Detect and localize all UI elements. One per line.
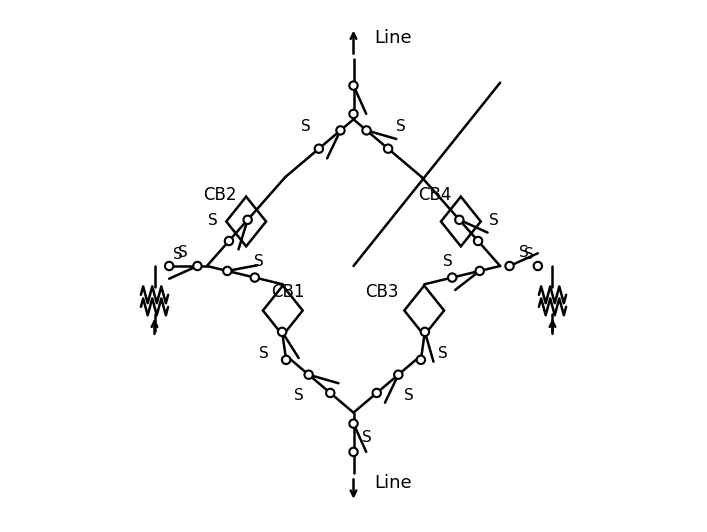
- Circle shape: [416, 356, 425, 364]
- Text: CB2: CB2: [203, 186, 237, 204]
- Circle shape: [315, 145, 323, 153]
- Circle shape: [394, 370, 402, 379]
- Text: S: S: [293, 388, 303, 403]
- Circle shape: [243, 215, 252, 224]
- Circle shape: [349, 419, 358, 428]
- Text: S: S: [301, 119, 311, 134]
- Text: S: S: [178, 245, 188, 260]
- Circle shape: [363, 126, 370, 135]
- Circle shape: [225, 237, 233, 245]
- Text: S: S: [519, 245, 529, 260]
- Text: S: S: [362, 430, 371, 445]
- Circle shape: [476, 267, 484, 275]
- Circle shape: [455, 215, 464, 224]
- Circle shape: [349, 81, 358, 90]
- Text: S: S: [173, 247, 183, 262]
- Text: CB3: CB3: [366, 283, 399, 301]
- Text: CB4: CB4: [418, 186, 451, 204]
- Text: S: S: [396, 119, 406, 134]
- Circle shape: [349, 110, 358, 118]
- Text: S: S: [489, 213, 498, 228]
- Circle shape: [193, 262, 201, 270]
- Circle shape: [337, 126, 344, 135]
- Circle shape: [349, 448, 358, 456]
- Text: Line: Line: [375, 475, 412, 492]
- Text: S: S: [443, 254, 452, 269]
- Text: Line: Line: [375, 29, 412, 47]
- Circle shape: [474, 237, 482, 245]
- Circle shape: [384, 145, 392, 153]
- Text: S: S: [255, 254, 264, 269]
- Circle shape: [534, 262, 542, 270]
- Circle shape: [448, 273, 457, 282]
- Circle shape: [282, 356, 291, 364]
- Circle shape: [165, 262, 173, 270]
- Text: S: S: [524, 247, 534, 262]
- Circle shape: [223, 267, 231, 275]
- Circle shape: [305, 370, 313, 379]
- Circle shape: [506, 262, 514, 270]
- Text: S: S: [209, 213, 218, 228]
- Circle shape: [373, 389, 381, 397]
- Circle shape: [278, 328, 286, 336]
- Circle shape: [250, 273, 259, 282]
- Circle shape: [326, 389, 334, 397]
- Circle shape: [421, 328, 429, 336]
- Text: S: S: [404, 388, 414, 403]
- Text: S: S: [259, 346, 269, 361]
- Text: S: S: [438, 346, 448, 361]
- Text: CB1: CB1: [271, 283, 305, 301]
